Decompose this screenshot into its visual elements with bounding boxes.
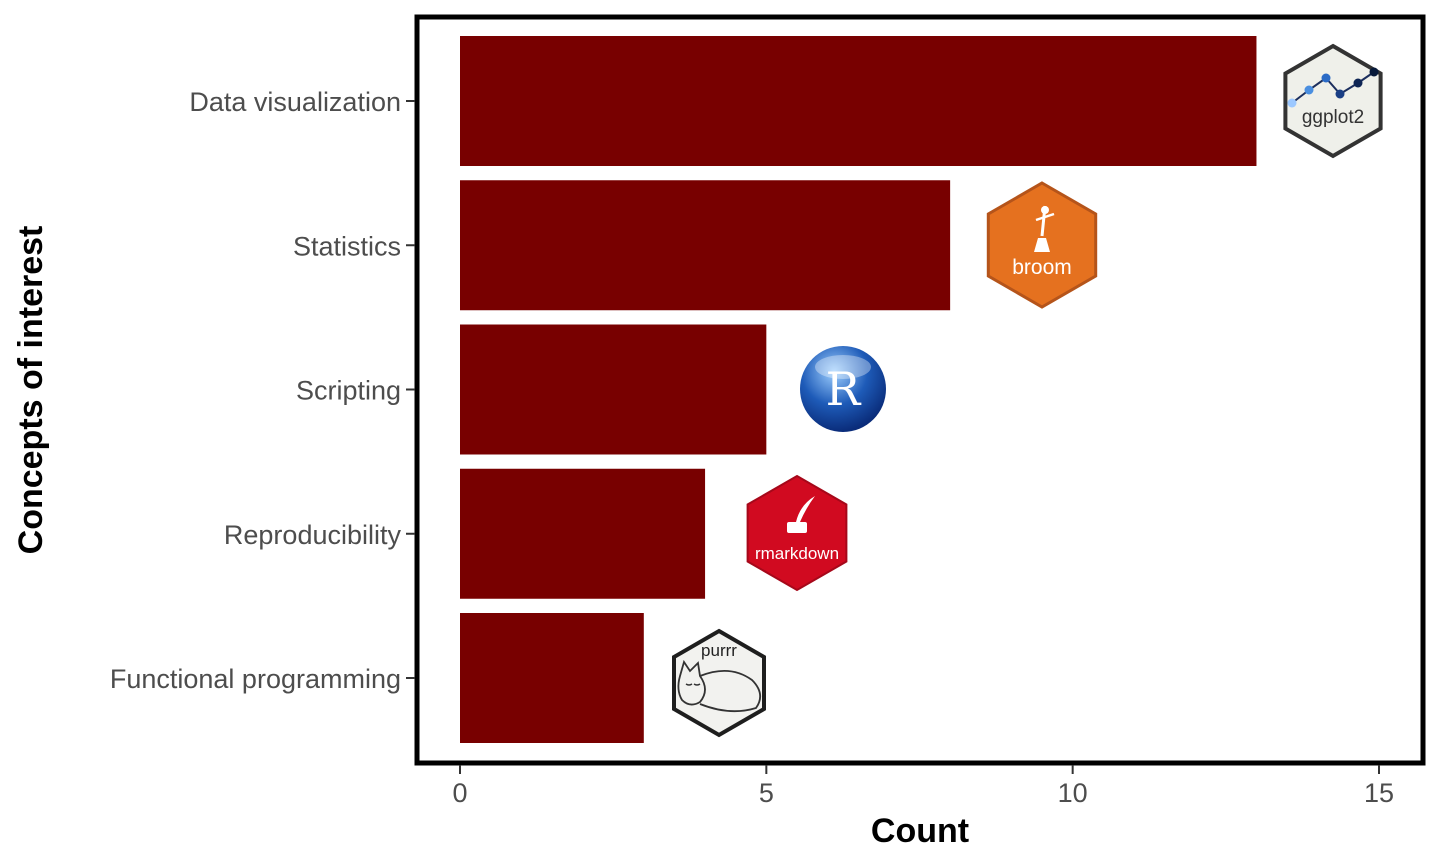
bar: [460, 180, 951, 311]
x-tick-label: 15: [1364, 778, 1394, 808]
bar: [460, 468, 706, 599]
panel-border: [414, 14, 1426, 766]
broom-hex-logo: broom: [986, 181, 1098, 309]
x-tick-label: 5: [759, 778, 774, 808]
x-axis: 0 5 10 15: [452, 765, 1394, 808]
y-tick-label: Statistics: [293, 231, 401, 261]
y-tick-label: Scripting: [296, 376, 401, 406]
svg-text:purrr: purrr: [701, 641, 737, 660]
purrr-hex-logo: purrr: [672, 628, 766, 738]
svg-text:broom: broom: [1012, 256, 1072, 279]
x-axis-title: Count: [871, 812, 969, 850]
bar: [460, 324, 767, 455]
x-tick-label: 10: [1058, 778, 1088, 808]
svg-text:rmarkdown: rmarkdown: [755, 544, 839, 563]
x-tick-label: 0: [452, 778, 467, 808]
r-language-logo: R: [800, 346, 886, 432]
y-tick-label: Data visualization: [189, 87, 401, 117]
svg-text:R: R: [826, 362, 862, 416]
y-tick-label: Reproducibility: [224, 520, 402, 550]
svg-text:ggplot2: ggplot2: [1302, 107, 1364, 128]
bar: [460, 36, 1257, 166]
bar: [460, 613, 644, 743]
y-tick-label: Functional programming: [110, 664, 401, 694]
y-axis-title: Concepts of interest: [12, 226, 50, 555]
ggplot2-hex-logo: ggplot2: [1283, 43, 1383, 159]
bars-group: [460, 36, 1257, 743]
y-axis: Data visualization Statistics Scripting Rep…: [110, 87, 415, 694]
rmarkdown-hex-logo: rmarkdown: [746, 474, 848, 592]
